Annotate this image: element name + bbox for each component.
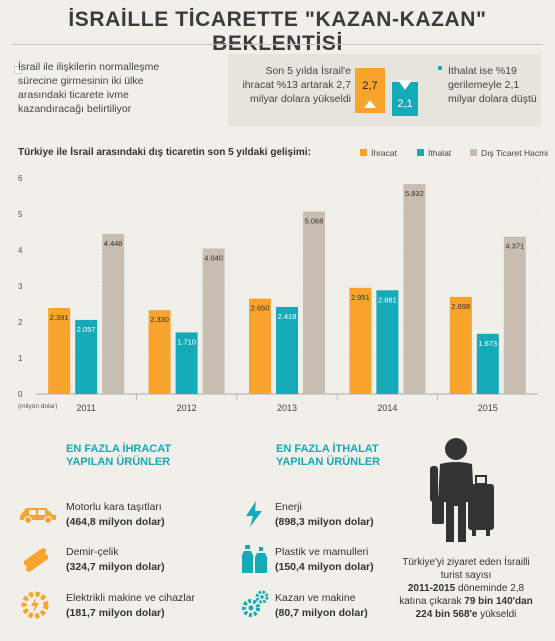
bar	[202, 248, 225, 394]
legend-label-export: İhracat	[371, 148, 397, 158]
bar	[503, 236, 526, 394]
bar	[249, 298, 271, 394]
legend-swatch-volume	[470, 149, 477, 156]
bar	[102, 233, 125, 394]
x-tick-label: 2015	[478, 403, 498, 413]
bar-value-label: 4.371	[505, 242, 524, 251]
import-item-name: Kazan ve makine	[275, 592, 356, 604]
bar-value-label: 5.832	[405, 189, 424, 198]
gears-icon	[242, 590, 269, 617]
bar-value-label: 4.040	[204, 254, 223, 263]
import-stat-bullet-icon	[438, 66, 442, 70]
export-item-name: Demir-çelik	[66, 546, 119, 558]
electric-machine-icon	[21, 591, 49, 619]
legend-swatch-export	[360, 149, 367, 156]
bar	[349, 287, 372, 394]
export-kpi-value: 2,7	[362, 80, 378, 92]
tourist-text: Türkiye'yi ziyaret eden İsrailli turist …	[396, 556, 536, 621]
bar-value-label: 2.650	[251, 304, 270, 313]
bar-value-label: 2.330	[150, 315, 169, 324]
import-kpi-value: 2,1	[397, 98, 413, 110]
y-axis-unit-label: (milyon dolar)	[18, 403, 57, 410]
exports-heading: EN FAZLA İHRACAT YAPILAN ÜRÜNLER	[66, 443, 172, 468]
x-tick-label: 2011	[77, 403, 96, 413]
export-stat-text: Son 5 yılda İsrail'e ihracat %13 artarak…	[242, 65, 351, 105]
bar-value-label: 1.710	[177, 337, 196, 346]
tourist-to: 224 bin 568'e	[415, 609, 478, 620]
y-tick-label: 5	[18, 210, 23, 219]
bar	[148, 310, 171, 394]
import-item-value: (898,3 milyon dolar)	[275, 516, 374, 528]
bar	[403, 184, 426, 394]
steel-bars-icon	[23, 548, 49, 572]
y-tick-label: 2	[18, 318, 23, 327]
export-item-value: (181,7 milyon dolar)	[66, 607, 165, 619]
x-tick-label: 2012	[177, 403, 197, 413]
intro-text: İsrail ile ilişkilerin normalleşme sürec…	[18, 61, 160, 115]
export-item-name: Elektrikli makine ve cihazlar	[66, 592, 195, 604]
y-tick-label: 1	[18, 354, 23, 363]
imports-heading: EN FAZLA İTHALAT YAPILAN ÜRÜNLER	[276, 443, 381, 468]
bar-value-label: 2.698	[451, 302, 470, 311]
bar-value-label: 2.951	[351, 293, 370, 302]
legend-label-import: İthalat	[428, 148, 452, 158]
legend-label-volume: Dış Ticaret Hacmi	[481, 148, 549, 158]
import-item-value: (80,7 milyon dolar)	[275, 607, 368, 619]
import-kpi-box: 2,1	[392, 80, 418, 116]
intro-bullet-icon	[14, 66, 22, 74]
bar	[276, 306, 298, 394]
car-icon	[20, 508, 56, 524]
x-tick-label: 2013	[277, 403, 297, 413]
import-item-name: Enerji	[275, 501, 302, 513]
bar-value-label: 4.448	[104, 239, 123, 248]
plastic-bottle-icon	[242, 545, 267, 573]
bar-value-label: 2.418	[278, 312, 297, 321]
export-item-name: Motorlu kara taşıtları	[66, 501, 162, 513]
bar	[303, 211, 325, 394]
y-tick-label: 6	[18, 174, 23, 183]
bar	[449, 296, 472, 394]
bar	[175, 332, 198, 394]
lightning-icon	[246, 501, 262, 527]
tourist-icon	[430, 438, 494, 542]
chart-title: Türkiye ile İsrail arasındaki dış ticare…	[18, 147, 311, 158]
y-tick-label: 4	[18, 246, 23, 255]
y-tick-label: 3	[18, 282, 23, 291]
bar-value-label: 2.057	[77, 325, 96, 334]
bar	[476, 333, 499, 394]
bar-value-label: 5.068	[305, 217, 324, 226]
title-divider	[12, 44, 543, 45]
bar	[48, 307, 71, 394]
import-item-value: (150,4 milyon dolar)	[275, 561, 374, 573]
export-item-value: (464,8 milyon dolar)	[66, 516, 165, 528]
tourist-line1: Türkiye'yi ziyaret eden İsrailli turist …	[402, 557, 530, 581]
bar-value-label: 2.881	[378, 295, 397, 304]
export-kpi-box: 2,7	[355, 68, 385, 113]
legend-swatch-import	[417, 149, 424, 156]
import-item-name: Plastik ve mamulleri	[275, 546, 369, 558]
bar	[376, 290, 399, 394]
bar-value-label: 2.391	[50, 313, 69, 322]
x-tick-label: 2014	[377, 403, 397, 413]
bar-value-label: 1.673	[478, 339, 497, 348]
tourist-period: 2011-2015	[407, 583, 456, 594]
trade-bar-chart: 0 1 2 3 4 5 6 (milyon dolar) 2011 2.391 2.057 4.448…	[18, 174, 538, 413]
export-item-value: (324,7 milyon dolar)	[66, 561, 165, 573]
bar	[75, 319, 98, 394]
import-stat-text: İthalat ise %19 gerilemeyle 2,1 milyar d…	[448, 65, 537, 105]
tourist-line2: döneminde 2,8 katına çıkarak	[399, 583, 525, 607]
page-title: İSRAİLLE TİCARETTE "KAZAN-KAZAN" BEKLENT…	[68, 8, 487, 55]
down-arrow-icon	[398, 80, 412, 90]
tourist-line3: yükseldi	[480, 609, 517, 620]
up-arrow-icon	[364, 100, 376, 108]
y-tick-label: 0	[18, 390, 23, 399]
tourist-from: 79 bin 140'dan	[464, 596, 533, 607]
